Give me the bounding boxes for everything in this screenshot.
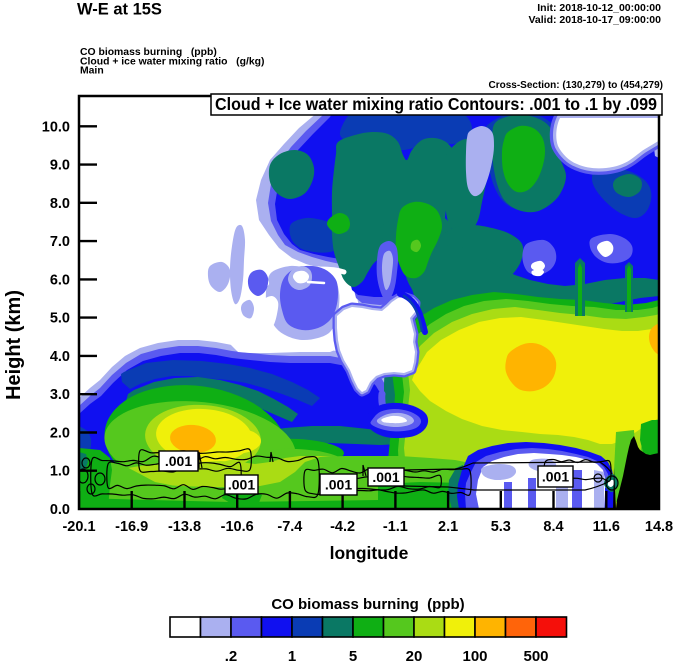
svg-text:W-E at 15S: W-E at 15S [77,1,162,19]
svg-text:0.0: 0.0 [50,502,70,518]
svg-text:100: 100 [462,648,487,665]
svg-text:500: 500 [523,648,548,665]
svg-text:3.0: 3.0 [50,387,70,403]
svg-text:Cloud + Ice water mixing ratio: Cloud + Ice water mixing ratio Contours:… [215,94,657,114]
svg-text:8.4: 8.4 [543,519,563,535]
svg-text:2.0: 2.0 [50,426,70,442]
svg-text:4.0: 4.0 [50,349,70,365]
svg-text:Init: 2018-10-12_00:00:00: Init: 2018-10-12_00:00:00 [537,2,661,14]
svg-text:-16.9: -16.9 [115,519,148,535]
svg-text:.001: .001 [325,477,352,493]
svg-text:-10.6: -10.6 [221,519,254,535]
svg-text:-7.4: -7.4 [277,519,302,535]
svg-text:.2: .2 [225,648,238,665]
svg-text:14.8: 14.8 [645,519,673,535]
svg-text:-20.1: -20.1 [62,519,95,535]
svg-text:.001: .001 [542,469,569,485]
svg-text:Height (km): Height (km) [3,290,25,400]
svg-text:Cross-Section: (130,279) to (4: Cross-Section: (130,279) to (454,279) [488,80,663,91]
svg-text:20: 20 [406,648,423,665]
svg-text:Valid: 2018-10-17_09:00:00: Valid: 2018-10-17_09:00:00 [528,14,661,26]
svg-text:11.6: 11.6 [593,519,620,535]
svg-text:Cloud + ice water mixing ratio: Cloud + ice water mixing ratio (g/kg) [80,57,264,68]
svg-text:8.0: 8.0 [50,196,70,212]
svg-text:longitude: longitude [330,543,409,563]
svg-text:6.0: 6.0 [50,272,70,288]
svg-text:2.1: 2.1 [438,519,458,535]
svg-text:-13.8: -13.8 [168,519,201,535]
svg-text:5.3: 5.3 [491,519,511,535]
svg-text:1.0: 1.0 [50,464,70,480]
svg-text:Main: Main [80,66,104,77]
svg-text:.001: .001 [165,453,192,469]
svg-text:9.0: 9.0 [50,158,70,174]
svg-text:10.0: 10.0 [42,119,70,135]
svg-text:-1.1: -1.1 [383,519,408,535]
svg-text:CO biomass burning (ppb): CO biomass burning (ppb) [271,596,464,613]
svg-text:CO biomass burning (ppb): CO biomass burning (ppb) [80,47,217,58]
svg-text:.001: .001 [228,477,255,493]
svg-text:5.0: 5.0 [50,311,70,327]
svg-text:1: 1 [288,648,296,665]
svg-text:-4.2: -4.2 [330,519,355,535]
svg-text:7.0: 7.0 [50,234,70,250]
svg-text:5: 5 [349,648,357,665]
svg-text:.001: .001 [372,469,399,485]
